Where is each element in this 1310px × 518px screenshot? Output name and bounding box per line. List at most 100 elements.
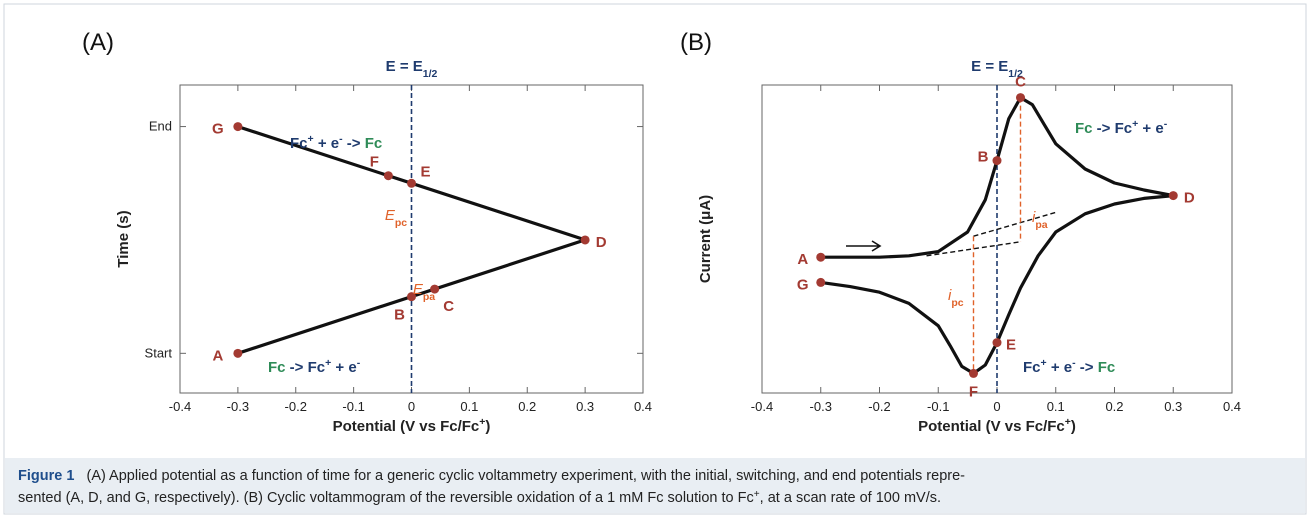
text-part: pc	[395, 217, 407, 229]
x-axis-label: Potential (V vs Fc/Fc+)	[333, 416, 491, 435]
text-part: +	[479, 416, 485, 428]
annotation: Fc+ + e- -> Fc	[1023, 357, 1115, 376]
data-point	[407, 178, 416, 188]
text-part: + e	[331, 359, 356, 376]
text-part: 1/2	[1008, 68, 1023, 80]
text-part: , at a scan rate of 100 mV/s.	[760, 490, 941, 506]
annotation: Fc+ + e- -> Fc	[290, 133, 382, 152]
annotation: Fc -> Fc+ + e-	[1075, 118, 1168, 137]
x-axis-label: Potential (V vs Fc/Fc+)	[918, 416, 1076, 435]
annotation: Epc	[385, 207, 407, 229]
x-tick-label: -0.1	[927, 399, 949, 414]
text-part: E	[413, 281, 424, 298]
text-part: E = E	[386, 58, 423, 75]
x-tick-label: 0.3	[1164, 399, 1182, 414]
point-label: E	[1006, 337, 1016, 354]
half-wave-label: E = E1/2	[386, 58, 438, 80]
data-point	[580, 235, 590, 245]
y-tick-label: End	[149, 119, 172, 134]
text-part: ->	[1076, 359, 1098, 376]
text-part: )	[1071, 418, 1076, 435]
panel-label: (B)	[680, 29, 712, 56]
point-label: G	[212, 121, 224, 138]
data-point	[233, 122, 243, 132]
text-part: Fc	[1023, 359, 1041, 376]
data-line	[820, 96, 1175, 375]
text-part: + e	[1047, 359, 1072, 376]
text-part: + e	[314, 135, 339, 152]
panel-label: (A)	[82, 29, 114, 56]
data-point	[233, 348, 243, 358]
data-point	[1168, 191, 1178, 201]
y-axis-label: Time (s)	[115, 210, 132, 267]
data-point	[992, 338, 1002, 348]
text-part: +	[1132, 118, 1138, 130]
text-part: + e	[1138, 120, 1163, 137]
text-part: +	[1041, 357, 1047, 369]
point-label: F	[969, 383, 978, 400]
x-tick-label: -0.1	[342, 399, 364, 414]
text-part: +	[754, 489, 760, 500]
text-part: -> Fc	[286, 359, 326, 376]
text-part: +	[1065, 416, 1071, 428]
text-part: pc	[951, 297, 963, 309]
data-point	[816, 277, 826, 287]
point-label: C	[1015, 74, 1026, 91]
x-tick-label: 0.4	[634, 399, 652, 414]
text-part: pa	[423, 291, 435, 303]
text-part: -	[1164, 118, 1168, 130]
point-label: C	[443, 298, 454, 315]
x-tick-label: -0.3	[227, 399, 249, 414]
x-tick-label: -0.2	[285, 399, 307, 414]
y-tick-label: Start	[145, 345, 173, 360]
text-part: 1/2	[423, 68, 438, 80]
text-part: +	[325, 357, 331, 369]
text-part: Potential (V vs Fc/Fc	[333, 418, 480, 435]
point-label: D	[596, 234, 607, 251]
text-part: sented (A, D, and G, respectively). (B) …	[18, 490, 754, 506]
text-part: -	[357, 357, 361, 369]
figure-frame	[3, 3, 1307, 515]
caption-line: Figure 1 (A) Applied potential as a func…	[18, 468, 965, 484]
half-wave-label: E = E1/2	[971, 58, 1023, 80]
point-label: A	[797, 251, 808, 268]
text-part: )	[485, 418, 490, 435]
x-tick-label: 0.1	[460, 399, 478, 414]
data-point	[1016, 93, 1025, 103]
caption-box	[5, 458, 1305, 513]
point-label: F	[370, 154, 379, 171]
annotation: ipa	[1032, 209, 1048, 231]
caption-label: Figure 1	[18, 468, 74, 484]
annotation: Fc -> Fc+ + e-	[268, 357, 361, 376]
x-tick-label: 0	[408, 399, 415, 414]
text-part: Fc	[290, 135, 308, 152]
text-part: Fc	[365, 135, 383, 152]
text-part: Potential (V vs Fc/Fc	[918, 418, 1065, 435]
point-label: G	[797, 276, 809, 293]
y-axis-label: Current (μA)	[697, 195, 714, 283]
text-part: pa	[1035, 219, 1047, 231]
text-part: i	[1032, 209, 1036, 226]
point-label: D	[1184, 190, 1195, 207]
x-tick-label: 0	[993, 399, 1000, 414]
scan-arrow	[846, 240, 882, 252]
text-part: (A) Applied potential as a function of t…	[87, 468, 966, 484]
text-part: i	[948, 287, 952, 304]
text-part: Fc	[1075, 120, 1093, 137]
data-point	[430, 284, 440, 294]
x-tick-label: 0.4	[1223, 399, 1241, 414]
dashed-line	[973, 211, 1056, 237]
data-point	[407, 292, 416, 302]
point-label: E	[420, 163, 430, 180]
text-part: +	[308, 133, 314, 145]
x-tick-label: -0.2	[868, 399, 890, 414]
text-part: Fc	[268, 359, 286, 376]
x-tick-label: 0.2	[518, 399, 536, 414]
x-tick-label: -0.4	[751, 399, 773, 414]
data-point	[969, 368, 978, 378]
caption-gap	[74, 468, 86, 484]
point-label: B	[978, 149, 989, 166]
annotation: Epa	[413, 281, 435, 303]
data-point	[383, 171, 393, 181]
